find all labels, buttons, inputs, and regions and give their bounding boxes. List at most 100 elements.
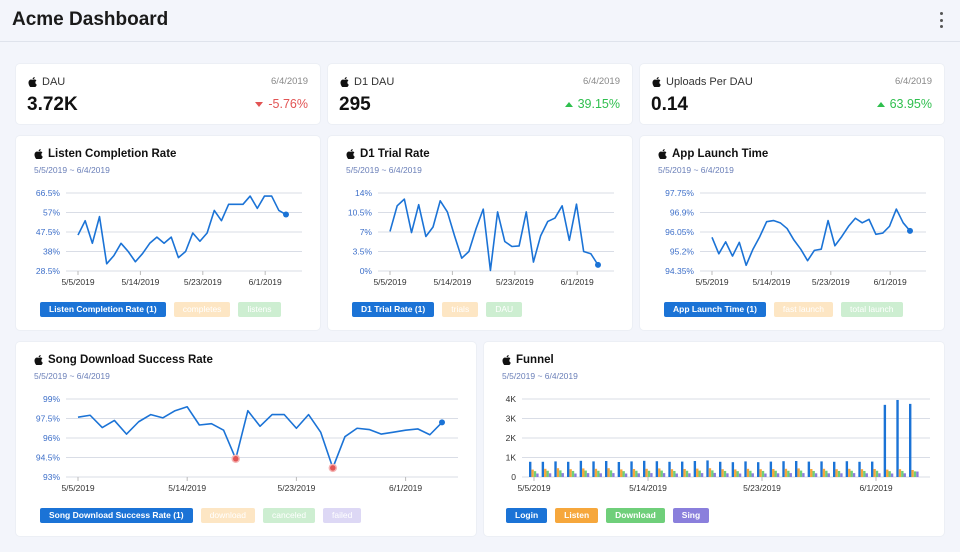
chart-date-range: 5/5/2019 ~ 6/4/2019	[346, 165, 422, 175]
funnel-bar	[799, 470, 803, 477]
legend-listen[interactable]: Listen	[555, 508, 599, 523]
funnel-bar	[700, 473, 704, 477]
y-tick-label: 10.5%	[348, 208, 373, 218]
apple-icon	[34, 355, 43, 365]
funnel-bar	[597, 470, 600, 477]
funnel-bar	[909, 403, 912, 477]
funnel-bar	[635, 470, 638, 477]
funnel-bar	[685, 470, 689, 477]
funnel-bar	[736, 471, 739, 477]
legend-download[interactable]: Download	[606, 508, 665, 523]
last-point	[595, 261, 601, 268]
y-tick-label: 38%	[43, 247, 60, 257]
y-tick-label: 47.5%	[36, 227, 61, 237]
chart-card-app-launch-time: App Launch Time 5/5/2019 ~ 6/4/2019 97.7…	[640, 136, 944, 330]
x-tick-label: 5/5/2019	[61, 483, 94, 493]
funnel-bar	[630, 461, 633, 477]
kpi-change: -5.76%	[255, 97, 308, 111]
funnel-bar	[860, 469, 864, 477]
funnel-bar	[529, 461, 532, 477]
last-point	[907, 227, 913, 234]
x-tick-label: 5/23/2019	[812, 277, 850, 287]
x-tick-label: 5/14/2019	[752, 277, 790, 287]
legend-listens[interactable]: listens	[238, 302, 281, 317]
apple-icon	[502, 355, 511, 365]
y-tick-label: 96.05%	[665, 227, 694, 237]
legend-fast-launch[interactable]: fast launch	[773, 302, 834, 317]
legend-listen-completion-rate[interactable]: Listen Completion Rate (1)	[40, 302, 166, 317]
funnel-bar	[901, 470, 904, 477]
legend-dau[interactable]: DAU	[486, 302, 523, 317]
dashboard-header: Acme Dashboard	[0, 0, 960, 42]
funnel-bar	[848, 468, 851, 477]
kpi-card-d1-dau[interactable]: D1 DAU 6/4/2019 295 39.15%	[328, 64, 632, 124]
funnel-bar	[574, 473, 577, 477]
y-tick-label: 7%	[360, 227, 373, 237]
app-launch-time-chart: 97.75% 96.9% 96.05% 95.2% 94.35%5/5/2019 5/14…	[665, 188, 926, 287]
d1-trial-rate-chart: 14% 10.5% 7% 3.5% 0%5/5/2019 5/14/2019 5/23/20…	[348, 188, 614, 287]
legend-total-launch[interactable]: total launch	[841, 302, 903, 317]
up-arrow-icon	[876, 101, 885, 107]
funnel-bar	[873, 469, 876, 477]
apple-icon	[346, 149, 355, 159]
funnel-bar	[807, 461, 811, 477]
funnel-bar	[569, 469, 572, 477]
y-tick-label: 2K	[506, 433, 517, 443]
y-tick-label: 97.5%	[36, 414, 61, 424]
legend-trials[interactable]: trials	[442, 302, 479, 317]
funnel-bar	[721, 469, 724, 477]
legend-song-download-success-rate[interactable]: Song Download Success Rate (1)	[40, 508, 193, 523]
last-point	[439, 419, 445, 426]
funnel-bar	[875, 470, 879, 477]
legend-sing[interactable]: Sing	[672, 508, 710, 523]
legend-canceled[interactable]: canceled	[263, 508, 316, 523]
funnel-bar	[913, 471, 917, 477]
funnel-bar	[782, 461, 785, 477]
more-options-icon[interactable]	[938, 12, 944, 28]
kpi-card-uploads-per-dau[interactable]: Uploads Per DAU 6/4/2019 0.14 63.95%	[640, 64, 944, 124]
funnel-bar	[863, 470, 866, 477]
funnel-bar	[802, 473, 805, 477]
funnel-bar	[810, 469, 813, 477]
legend-login[interactable]: Login	[506, 508, 548, 523]
funnel-bar	[871, 461, 874, 477]
y-tick-label: 94.35%	[665, 266, 694, 276]
anomaly-point	[231, 454, 240, 464]
funnel-bar	[624, 473, 628, 477]
funnel-bar	[579, 460, 583, 477]
funnel-bar	[586, 473, 590, 477]
legend-download[interactable]: download	[200, 508, 256, 523]
y-tick-label: 3.5%	[353, 247, 373, 257]
funnel-bar	[711, 470, 714, 477]
y-tick-label: 4K	[506, 394, 517, 404]
kpi-card-dau[interactable]: DAU 6/4/2019 3.72K -5.76%	[16, 64, 320, 124]
x-tick-label: 5/5/2019	[61, 277, 94, 287]
kpi-change: 39.15%	[564, 97, 620, 111]
legend-d1-trial-rate[interactable]: D1 Trial Rate (1)	[352, 302, 435, 317]
funnel-bar	[757, 462, 760, 477]
apple-icon	[652, 77, 661, 87]
funnel-bar	[746, 468, 750, 477]
funnel-bar	[622, 471, 625, 477]
funnel-bar	[825, 470, 828, 477]
funnel-bar	[607, 468, 610, 477]
series-line	[77, 406, 443, 469]
x-tick-label: 6/1/2019	[389, 483, 422, 493]
funnel-bar	[571, 470, 575, 477]
chart-date-range: 5/5/2019 ~ 6/4/2019	[658, 165, 734, 175]
funnel-bar	[738, 473, 742, 477]
anomaly-point	[328, 463, 338, 473]
apple-icon	[34, 149, 43, 159]
funnel-bar	[833, 461, 836, 477]
funnel-bar	[749, 470, 752, 477]
legend-failed[interactable]: failed	[323, 508, 362, 523]
funnel-bar	[643, 460, 646, 477]
funnel-bar	[812, 470, 815, 477]
funnel-bar	[544, 468, 547, 477]
funnel-bar	[789, 473, 792, 477]
listen-completion-chart: 66.5% 57% 47.5% 38% 28.5%5/5/2019 5/14/2019 5/…	[36, 188, 302, 287]
funnel-bar	[675, 473, 678, 477]
legend-app-launch-time[interactable]: App Launch Time (1)	[664, 302, 766, 317]
series-line	[77, 195, 287, 265]
legend-completes[interactable]: completes	[173, 302, 231, 317]
